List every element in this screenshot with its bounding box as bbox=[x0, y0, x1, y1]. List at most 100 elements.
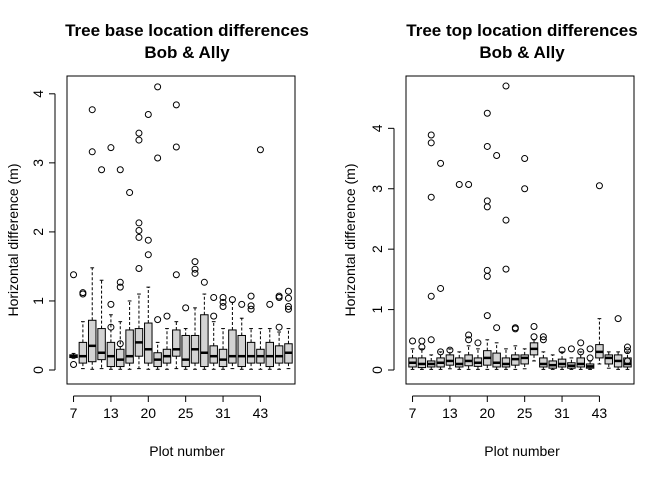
outlier-point bbox=[483, 272, 491, 280]
outlier-point bbox=[284, 302, 292, 310]
outlier-point bbox=[521, 185, 529, 193]
box-body bbox=[181, 334, 190, 368]
y-tick-label: 0 bbox=[30, 366, 46, 374]
outlier-point bbox=[502, 216, 510, 224]
x-tick-label: 7 bbox=[409, 405, 417, 421]
outlier-point bbox=[446, 346, 454, 354]
outlier-point bbox=[275, 294, 283, 301]
box-body bbox=[172, 329, 181, 357]
outlier-point bbox=[219, 302, 227, 310]
plot-frame bbox=[405, 75, 635, 385]
box-body bbox=[87, 319, 97, 363]
outlier-point bbox=[135, 136, 143, 144]
outlier-point bbox=[437, 159, 445, 167]
box-body bbox=[209, 345, 218, 364]
box-13 bbox=[181, 304, 190, 370]
outlier-point bbox=[623, 347, 631, 355]
y-tick-label: 1 bbox=[30, 297, 46, 305]
box-1 bbox=[408, 337, 417, 370]
x-tick-label: 20 bbox=[141, 405, 157, 421]
box-11 bbox=[162, 312, 172, 370]
box-3 bbox=[426, 131, 436, 370]
box-body bbox=[501, 357, 511, 368]
box-24 bbox=[623, 343, 632, 370]
box-body bbox=[106, 341, 116, 368]
outlier-point bbox=[135, 265, 143, 272]
outlier-point bbox=[191, 269, 199, 277]
y-tick-label: 4 bbox=[369, 124, 385, 132]
outlier-point bbox=[483, 142, 491, 150]
box-22 bbox=[265, 300, 275, 370]
panel-tree-top: Tree top location differences Bob & Ally… bbox=[342, 21, 638, 459]
outlier-point bbox=[427, 139, 435, 147]
box-12 bbox=[511, 324, 520, 370]
outlier-point bbox=[521, 155, 529, 163]
outlier-point bbox=[266, 300, 274, 308]
box-21 bbox=[595, 182, 604, 365]
outlier-point bbox=[116, 278, 124, 286]
x-tick-label: 20 bbox=[480, 405, 496, 421]
box-body bbox=[265, 341, 275, 368]
outlier-point bbox=[474, 339, 482, 347]
outlier-point bbox=[191, 265, 199, 273]
box-body bbox=[116, 348, 125, 368]
box-15 bbox=[539, 333, 548, 370]
box-body bbox=[246, 341, 256, 364]
outlier-point bbox=[182, 304, 190, 312]
outlier-point bbox=[539, 336, 547, 344]
outlier-point bbox=[154, 154, 162, 162]
box-body bbox=[539, 357, 548, 368]
outlier-point bbox=[427, 336, 435, 344]
outlier-point bbox=[493, 324, 501, 332]
outlier-point bbox=[135, 129, 143, 137]
outlier-point bbox=[116, 283, 124, 291]
box-16 bbox=[209, 294, 218, 370]
box-9 bbox=[483, 109, 492, 370]
outlier-point bbox=[219, 298, 227, 306]
box-20 bbox=[585, 345, 595, 370]
outlier-point bbox=[483, 203, 491, 211]
box-19 bbox=[576, 339, 585, 370]
box-17 bbox=[218, 294, 228, 370]
outlier-point bbox=[144, 111, 152, 119]
box-body bbox=[237, 334, 246, 368]
y-tick-label: 1 bbox=[369, 305, 385, 313]
box-22 bbox=[604, 351, 614, 369]
x-tick-label: 43 bbox=[592, 405, 608, 421]
box-10 bbox=[153, 83, 162, 370]
outlier-point bbox=[238, 300, 246, 308]
outlier-point bbox=[154, 316, 162, 324]
outlier-point bbox=[172, 271, 180, 279]
outlier-point bbox=[210, 294, 218, 301]
box-body bbox=[78, 341, 88, 364]
plot-frame bbox=[66, 75, 296, 385]
x-tick-label: 43 bbox=[253, 405, 269, 421]
box-15 bbox=[200, 278, 209, 370]
box-body bbox=[520, 354, 529, 365]
outlier-point bbox=[623, 343, 631, 351]
outlier-point bbox=[623, 357, 631, 365]
box-9 bbox=[144, 111, 153, 370]
box-5 bbox=[445, 346, 455, 370]
outlier-point bbox=[172, 101, 180, 109]
outlier-point bbox=[135, 219, 143, 227]
box-18 bbox=[228, 296, 237, 370]
outlier-point bbox=[247, 302, 255, 310]
outlier-point bbox=[116, 340, 124, 348]
box-8 bbox=[473, 339, 483, 370]
chart-title-line-1: Tree top location differences bbox=[406, 21, 637, 40]
outlier-point bbox=[172, 143, 180, 151]
box-14 bbox=[190, 258, 200, 370]
outlier-point bbox=[275, 323, 283, 331]
box-7 bbox=[125, 189, 134, 370]
outlier-point bbox=[614, 315, 622, 323]
outlier-point bbox=[191, 258, 199, 266]
outlier-point bbox=[595, 182, 603, 190]
box-4 bbox=[97, 166, 106, 370]
outlier-point bbox=[577, 348, 585, 356]
box-17 bbox=[557, 346, 567, 370]
outlier-point bbox=[511, 325, 519, 333]
box-body bbox=[576, 357, 585, 368]
box-19 bbox=[237, 300, 246, 370]
outlier-point bbox=[88, 148, 96, 156]
